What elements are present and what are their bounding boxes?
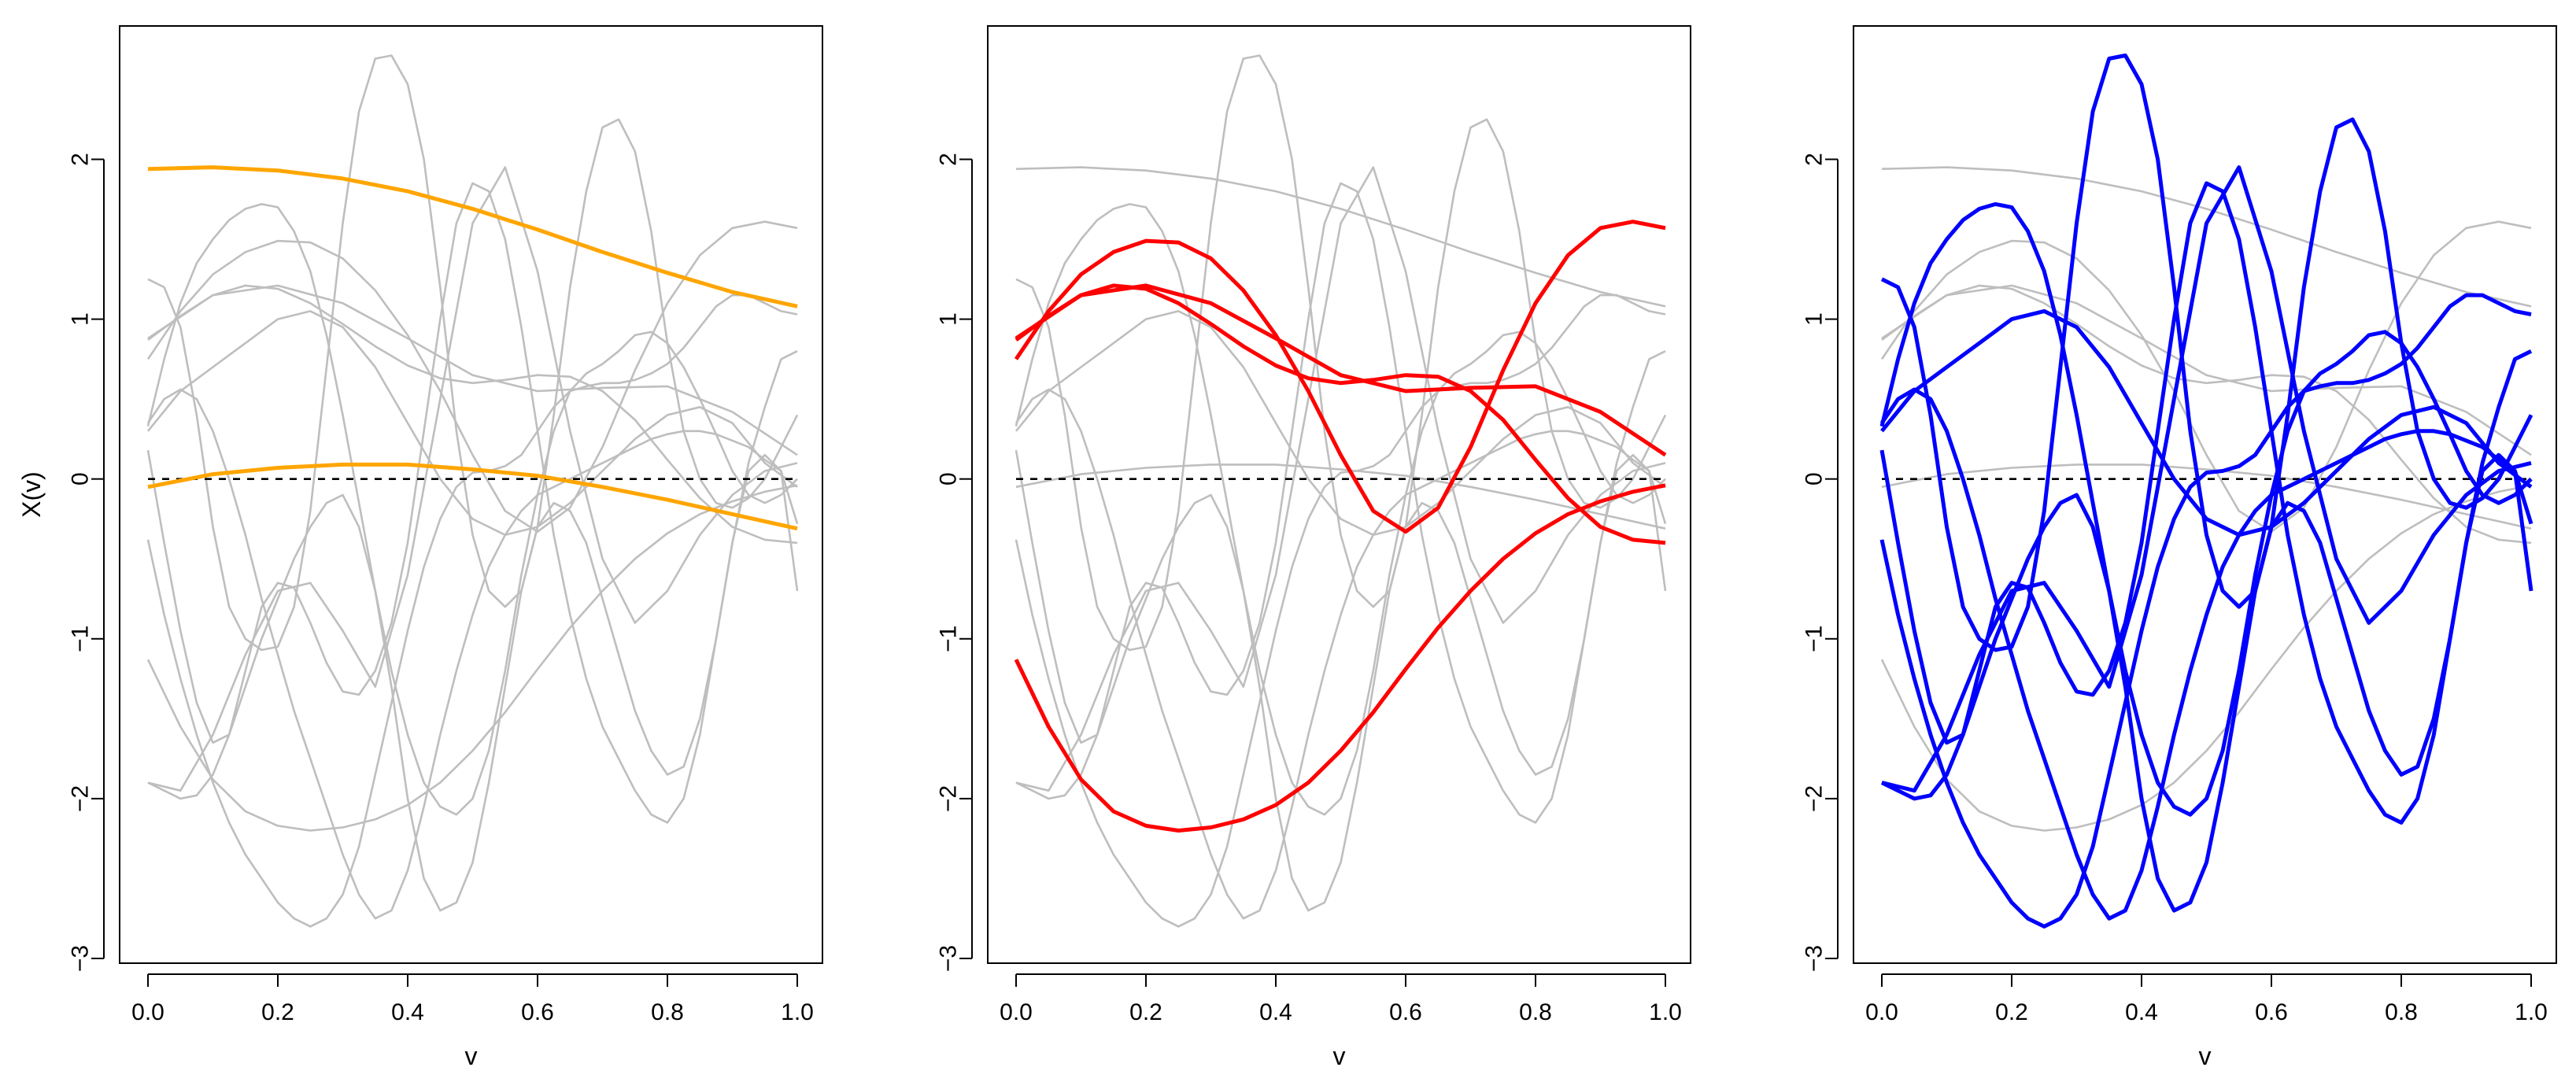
- series-line-c10-highlight: [1879, 293, 2532, 929]
- series-line-c8-background: [1015, 182, 1667, 824]
- x-tick-label: 1.0: [2515, 999, 2548, 1025]
- series-line-c5-background: [146, 484, 798, 832]
- panel-2: 0.0 0.2 0.4 0.6 0.8 1.0 v −3 −2 −1 0 1 2: [936, 25, 1691, 1070]
- y-tick-label: −1: [68, 626, 94, 652]
- x-tick-label: 1.0: [781, 999, 814, 1025]
- y-tick-label: 2: [1802, 153, 1828, 166]
- x-tick-label: 0.6: [521, 999, 554, 1025]
- x-tick-label: 0.0: [1865, 999, 1898, 1025]
- series-line-c4-background: [1881, 284, 2532, 545]
- y-axis-title: X(v): [17, 471, 46, 518]
- series-line-c5-background: [1880, 484, 2532, 832]
- series-line-c3-background: [1880, 220, 2532, 533]
- x-tick-label: 0.0: [1000, 999, 1033, 1025]
- y-tick-label: −2: [68, 785, 94, 812]
- y-tick-label: 0: [1802, 472, 1828, 486]
- series-line-c13-background: [147, 166, 798, 792]
- series-line-c6-background: [1881, 284, 2532, 456]
- x-axis-title: v: [465, 1042, 478, 1070]
- series-line-c12-background: [146, 388, 799, 920]
- y-tick-label: 2: [68, 153, 94, 166]
- series-line-c7-highlight: [1880, 54, 2533, 652]
- series-line-c5-highlight: [1014, 483, 1666, 833]
- y-tick-label: 0: [68, 472, 94, 486]
- x-tick-label: 0.6: [2255, 999, 2288, 1025]
- curves-layer: [1014, 54, 1667, 928]
- x-tick-label: 0.4: [2125, 999, 2158, 1025]
- y-tick-label: −3: [1802, 945, 1828, 972]
- x-axis-title: v: [1333, 1042, 1346, 1070]
- x-tick-label: 0.2: [1129, 999, 1162, 1025]
- series-line-c3-background: [146, 220, 798, 533]
- series-line-c6-background: [147, 284, 798, 456]
- x-tick-label: 0.8: [651, 999, 684, 1025]
- series-line-c14-highlight: [1880, 308, 2533, 537]
- x-tick-label: 0.4: [1259, 999, 1292, 1025]
- series-line-c9-background: [146, 203, 798, 816]
- x-tick-label: 0.2: [1995, 999, 2028, 1025]
- y-tick-label: −2: [936, 785, 962, 812]
- x-tick-label: 0.4: [391, 999, 424, 1025]
- series-line-c13-background: [1015, 166, 1666, 792]
- series-line-c13-highlight: [1881, 165, 2532, 793]
- curves-layer: [1879, 54, 2533, 929]
- x-tick-label: 1.0: [1649, 999, 1682, 1025]
- plot-frame: [1853, 25, 2557, 964]
- series-line-c10-background: [1015, 294, 1666, 928]
- series-line-c10-background: [146, 294, 798, 928]
- y-tick-label: −3: [68, 945, 94, 972]
- plot-frame: [119, 25, 823, 964]
- series-line-c7-background: [1015, 54, 1667, 652]
- y-tick-label: −2: [1802, 785, 1828, 812]
- series-line-c1-background: [1015, 166, 1666, 308]
- series-line-c8-background: [146, 182, 799, 824]
- x-tick-label: 0.8: [2385, 999, 2418, 1025]
- series-line-c1-highlight: [147, 165, 798, 308]
- series-line-c1-background: [1881, 166, 2532, 308]
- x-tick-label: 0.0: [131, 999, 164, 1025]
- y-tick-label: 2: [936, 153, 962, 166]
- x-tick-label: 0.6: [1389, 999, 1422, 1025]
- x-tick-label: 0.2: [261, 999, 294, 1025]
- y-tick-label: 1: [1802, 312, 1828, 326]
- y-tick-label: 1: [68, 312, 94, 326]
- series-line-c14-background: [146, 310, 798, 537]
- series-line-c9-background: [1015, 203, 1666, 816]
- plot-frame: [987, 25, 1691, 964]
- series-line-c7-background: [147, 54, 799, 652]
- x-tick-label: 0.8: [1519, 999, 1552, 1025]
- series-line-c12-highlight: [1879, 387, 2533, 921]
- series-line-c2-highlight: [147, 462, 798, 531]
- series-line-c12-background: [1015, 388, 1667, 920]
- series-line-c2-background: [1015, 463, 1666, 530]
- y-tick-label: −1: [936, 626, 962, 652]
- x-axis-title: v: [2199, 1042, 2212, 1070]
- series-line-c8-highlight: [1879, 181, 2533, 825]
- series-line-c11-background: [1015, 350, 1666, 912]
- series-line-c3-highlight: [1014, 220, 1666, 534]
- y-tick-label: −3: [936, 945, 962, 972]
- panel-1: 0.0 0.2 0.4 0.6 0.8 1.0 v −3 −2 −1 0 1 2 X(v): [17, 25, 823, 1070]
- panel-3: 0.0 0.2 0.4 0.6 0.8 1.0 v −3 −2 −1 0 1 2: [1802, 25, 2557, 1070]
- y-tick-label: −1: [1802, 626, 1828, 652]
- curves-layer: [146, 54, 799, 928]
- series-line-c4-highlight: [1015, 283, 1666, 545]
- series-line-c11-background: [147, 350, 798, 912]
- y-tick-label: 0: [936, 472, 962, 486]
- series-line-c14-background: [1015, 310, 1666, 537]
- series-line-c4-background: [147, 284, 798, 545]
- series-line-c2-background: [1881, 463, 2532, 530]
- series-line-c11-highlight: [1880, 349, 2533, 913]
- series-line-c9-highlight: [1879, 201, 2533, 817]
- y-tick-label: 1: [936, 312, 962, 326]
- series-line-c6-highlight: [1015, 283, 1667, 457]
